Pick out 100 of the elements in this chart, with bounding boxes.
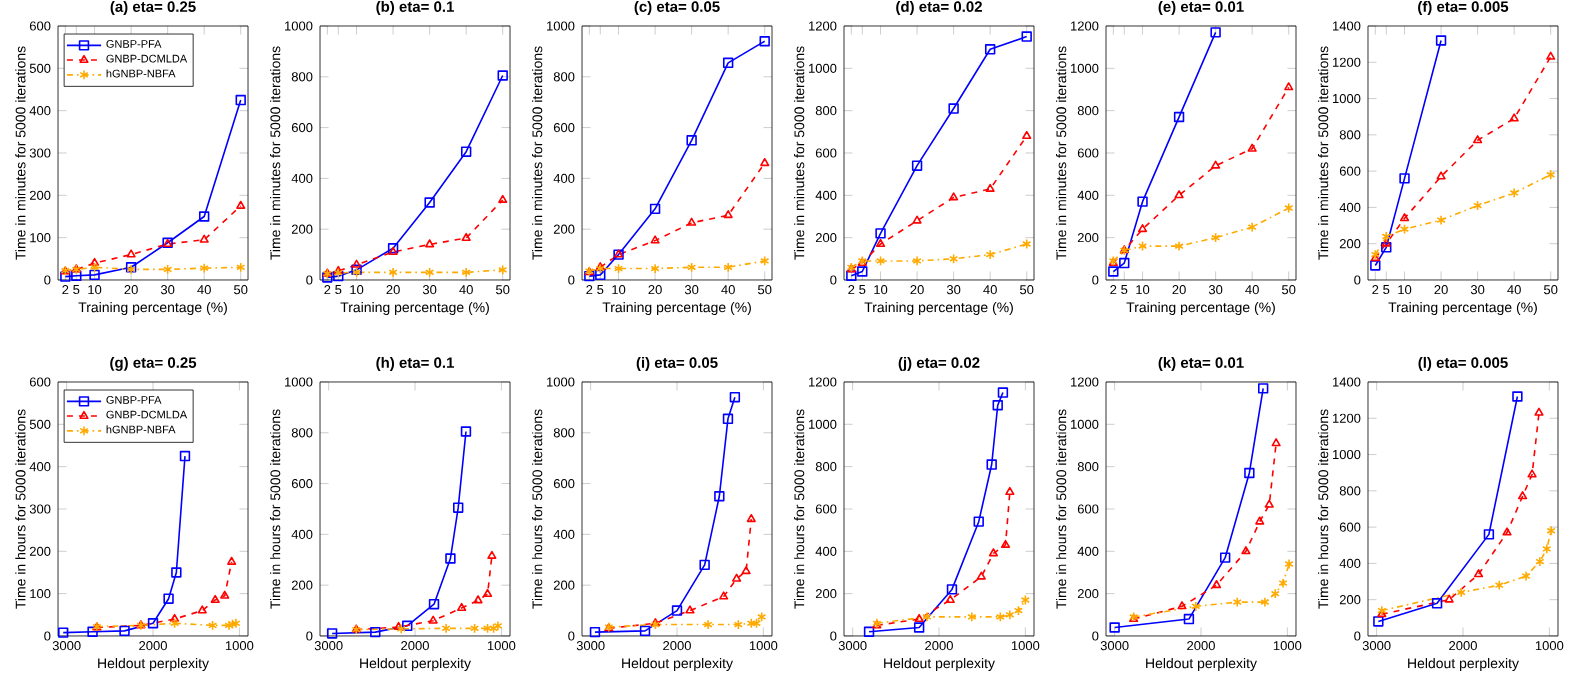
point <box>1183 613 1195 625</box>
point <box>208 620 218 631</box>
point <box>163 264 173 275</box>
point <box>1373 616 1384 627</box>
point <box>1119 257 1130 269</box>
point <box>1381 231 1391 242</box>
point <box>1264 499 1274 508</box>
point <box>147 618 159 629</box>
point <box>58 627 69 638</box>
point <box>759 36 770 47</box>
point <box>687 217 697 226</box>
point <box>985 249 995 260</box>
point <box>1435 35 1447 46</box>
point <box>326 628 338 639</box>
point <box>71 270 82 281</box>
point <box>220 590 230 599</box>
point <box>1502 527 1512 536</box>
point <box>126 249 136 258</box>
point <box>1436 214 1446 226</box>
point <box>388 267 398 278</box>
point <box>1211 232 1221 243</box>
point <box>703 619 713 630</box>
point <box>460 146 472 157</box>
point <box>198 211 210 222</box>
point <box>589 626 601 638</box>
point <box>913 622 925 633</box>
point <box>199 234 209 243</box>
point <box>1211 579 1222 589</box>
point <box>967 611 977 623</box>
point <box>1284 558 1294 570</box>
point <box>370 626 381 638</box>
point <box>119 625 130 637</box>
point <box>1546 169 1556 180</box>
point <box>1210 27 1221 38</box>
point <box>1211 160 1221 169</box>
point <box>948 103 959 114</box>
point <box>1517 491 1528 500</box>
point <box>760 255 770 267</box>
point <box>1247 221 1257 233</box>
point <box>1370 260 1381 271</box>
point <box>1381 238 1391 247</box>
point <box>1473 569 1484 578</box>
point <box>60 271 71 282</box>
point <box>227 618 238 630</box>
point <box>210 594 220 603</box>
line-series <box>846 31 1032 281</box>
point <box>1473 135 1483 144</box>
point <box>1521 570 1531 582</box>
point <box>1271 438 1281 447</box>
point <box>722 413 734 425</box>
point <box>171 567 182 578</box>
point <box>1284 82 1294 91</box>
point <box>997 387 1009 398</box>
point <box>945 594 955 603</box>
point <box>714 491 725 502</box>
point <box>1494 579 1504 591</box>
point <box>482 623 493 634</box>
line-series <box>322 70 508 283</box>
point <box>1473 200 1483 211</box>
point <box>914 613 924 623</box>
point <box>1535 556 1545 567</box>
point <box>1232 596 1242 608</box>
point <box>227 556 237 565</box>
point <box>1005 609 1015 620</box>
point <box>89 269 100 281</box>
point <box>863 626 875 637</box>
point <box>1509 113 1519 122</box>
point <box>351 259 362 268</box>
point <box>757 611 767 623</box>
point <box>746 618 756 629</box>
point <box>1137 240 1148 252</box>
point <box>1278 577 1288 589</box>
point <box>685 605 695 614</box>
point <box>460 426 472 437</box>
point <box>199 262 209 274</box>
point <box>857 266 868 277</box>
point <box>760 157 770 167</box>
point <box>973 516 984 527</box>
point <box>1174 240 1184 252</box>
point <box>1431 598 1443 609</box>
point <box>89 257 100 267</box>
point <box>992 400 1003 411</box>
point <box>985 183 995 192</box>
point <box>498 264 508 276</box>
point <box>236 200 246 209</box>
point <box>428 599 440 610</box>
point <box>1005 486 1015 496</box>
point <box>1020 594 1030 606</box>
point <box>1444 594 1454 603</box>
point <box>1013 605 1024 616</box>
point <box>722 57 734 69</box>
point <box>428 615 438 624</box>
point <box>402 620 413 632</box>
point <box>1173 111 1185 123</box>
point <box>911 160 923 171</box>
point <box>686 135 697 146</box>
point <box>976 571 986 580</box>
point <box>949 253 959 265</box>
point <box>224 620 234 631</box>
point <box>170 618 180 629</box>
